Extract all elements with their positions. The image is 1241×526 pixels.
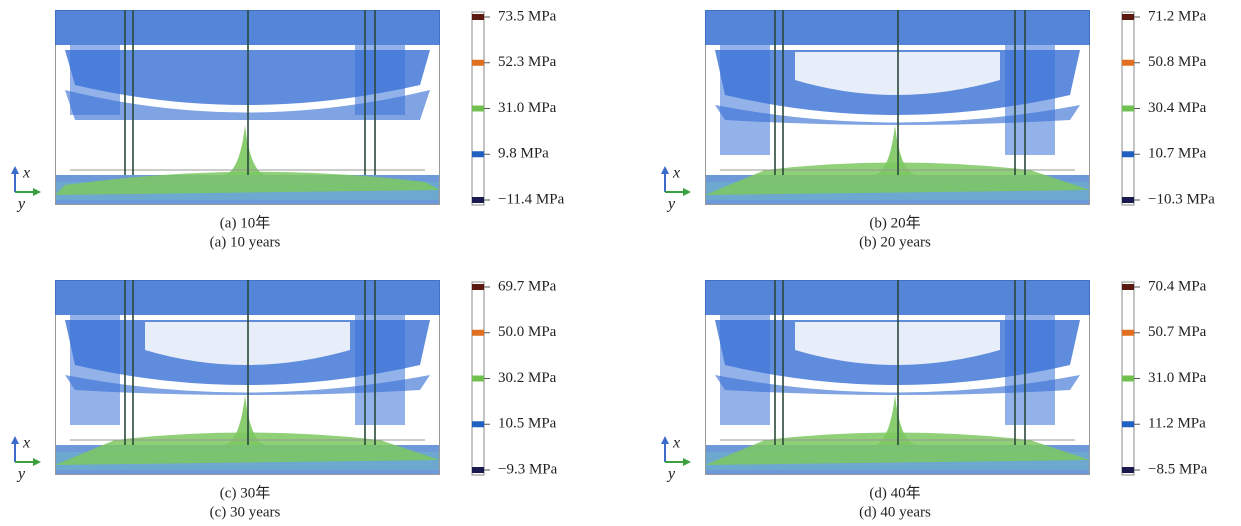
colorbar-label: 50.7 MPa (1148, 324, 1207, 340)
colorbar-tick (472, 284, 484, 290)
rendering (705, 280, 1090, 475)
axis-label: y (666, 196, 676, 213)
colorbar-label: 11.2 MPa (1148, 416, 1206, 432)
colorbar-label: 69.7 MPa (498, 278, 557, 294)
axis-label: y (16, 466, 26, 483)
colorbar-label: 70.4 MPa (1148, 278, 1207, 294)
arrowhead (683, 188, 691, 196)
colorbar-tick (1122, 284, 1134, 290)
axis-label: x (22, 435, 30, 452)
colorbar-label: 52.3 MPa (498, 54, 557, 70)
colorbar-label: 31.0 MPa (1148, 370, 1207, 386)
caption: (b) 20年 (869, 214, 920, 231)
colorbar-tick (1122, 376, 1134, 382)
pillar (70, 45, 120, 115)
colorbar-label: −9.3 MPa (498, 461, 558, 477)
colorbar-tick (1122, 106, 1134, 112)
colorbar-tick (1122, 60, 1134, 66)
panel: 69.7 MPa 50.0 MPa 30.2 MPa 10.5 MPa −9.3 MPa… (11, 278, 558, 520)
colorbar-label: 9.8 MPa (498, 146, 549, 162)
colorbar-tick (1122, 151, 1134, 157)
colorbar-tick (1122, 14, 1134, 20)
panel: 71.2 MPa 50.8 MPa 30.4 MPa 10.7 MPa −10.3 MP… (661, 8, 1215, 250)
colorbar-label: 30.4 MPa (1148, 100, 1207, 116)
colorbar-label: −8.5 MPa (1148, 461, 1208, 477)
colorbar-label: 10.5 MPa (498, 416, 557, 432)
rendering (705, 10, 1090, 205)
pillar (720, 315, 770, 425)
arrowhead (661, 436, 669, 444)
colorbar-label: 71.2 MPa (1148, 8, 1207, 24)
colorbar-tick (472, 151, 484, 157)
rendering (55, 280, 440, 475)
axis-label: x (672, 165, 680, 182)
pillar (1005, 45, 1055, 155)
pillar (1005, 315, 1055, 425)
arrowhead (683, 458, 691, 466)
colorbar-label: 50.8 MPa (1148, 54, 1207, 70)
caption: (a) 10 years (210, 234, 281, 250)
colorbar-tick (472, 467, 484, 473)
colorbar-label: −10.3 MPa (1148, 191, 1215, 207)
colorbar-tick (1122, 330, 1134, 336)
green-peak (225, 125, 265, 175)
arrowhead (11, 436, 19, 444)
caption: (c) 30 years (210, 504, 281, 520)
axis-label: x (672, 435, 680, 452)
colorbar-tick (472, 60, 484, 66)
colorbar-tick (472, 106, 484, 112)
caption: (b) 20 years (859, 234, 931, 250)
rendering (55, 10, 440, 205)
caption: (d) 40年 (869, 484, 920, 501)
panel: 70.4 MPa 50.7 MPa 31.0 MPa 11.2 MPa −8.5 MPa… (661, 278, 1208, 520)
colorbar-tick (472, 14, 484, 20)
caption: (d) 40 years (859, 504, 931, 520)
caption: (c) 30年 (220, 484, 270, 501)
colorbar-tick (472, 421, 484, 427)
colorbar-tick (1122, 197, 1134, 203)
arrowhead (33, 188, 41, 196)
colorbar-label: 30.2 MPa (498, 370, 557, 386)
panel: 73.5 MPa 52.3 MPa 31.0 MPa 9.8 MPa −11.4 MPa… (11, 8, 565, 250)
colorbar-tick (472, 376, 484, 382)
colorbar-label: 73.5 MPa (498, 8, 557, 24)
figure: 73.5 MPa 52.3 MPa 31.0 MPa 9.8 MPa −11.4 MPa… (0, 0, 1241, 526)
axis-label: y (666, 466, 676, 483)
pillar (70, 315, 120, 425)
colorbar-label: −11.4 MPa (498, 191, 565, 207)
colorbar-tick (1122, 467, 1134, 473)
arrowhead (33, 458, 41, 466)
colorbar-tick (472, 197, 484, 203)
pillar (355, 45, 405, 115)
pillar (720, 45, 770, 155)
caption: (a) 10年 (220, 214, 270, 231)
axis-label: x (22, 165, 30, 182)
arrowhead (11, 166, 19, 174)
colorbar-label: 31.0 MPa (498, 100, 557, 116)
axis-label: y (16, 196, 26, 213)
colorbar-tick (1122, 421, 1134, 427)
arrowhead (661, 166, 669, 174)
colorbar-tick (472, 330, 484, 336)
colorbar-label: 10.7 MPa (1148, 146, 1207, 162)
colorbar-label: 50.0 MPa (498, 324, 557, 340)
pillar (355, 315, 405, 425)
